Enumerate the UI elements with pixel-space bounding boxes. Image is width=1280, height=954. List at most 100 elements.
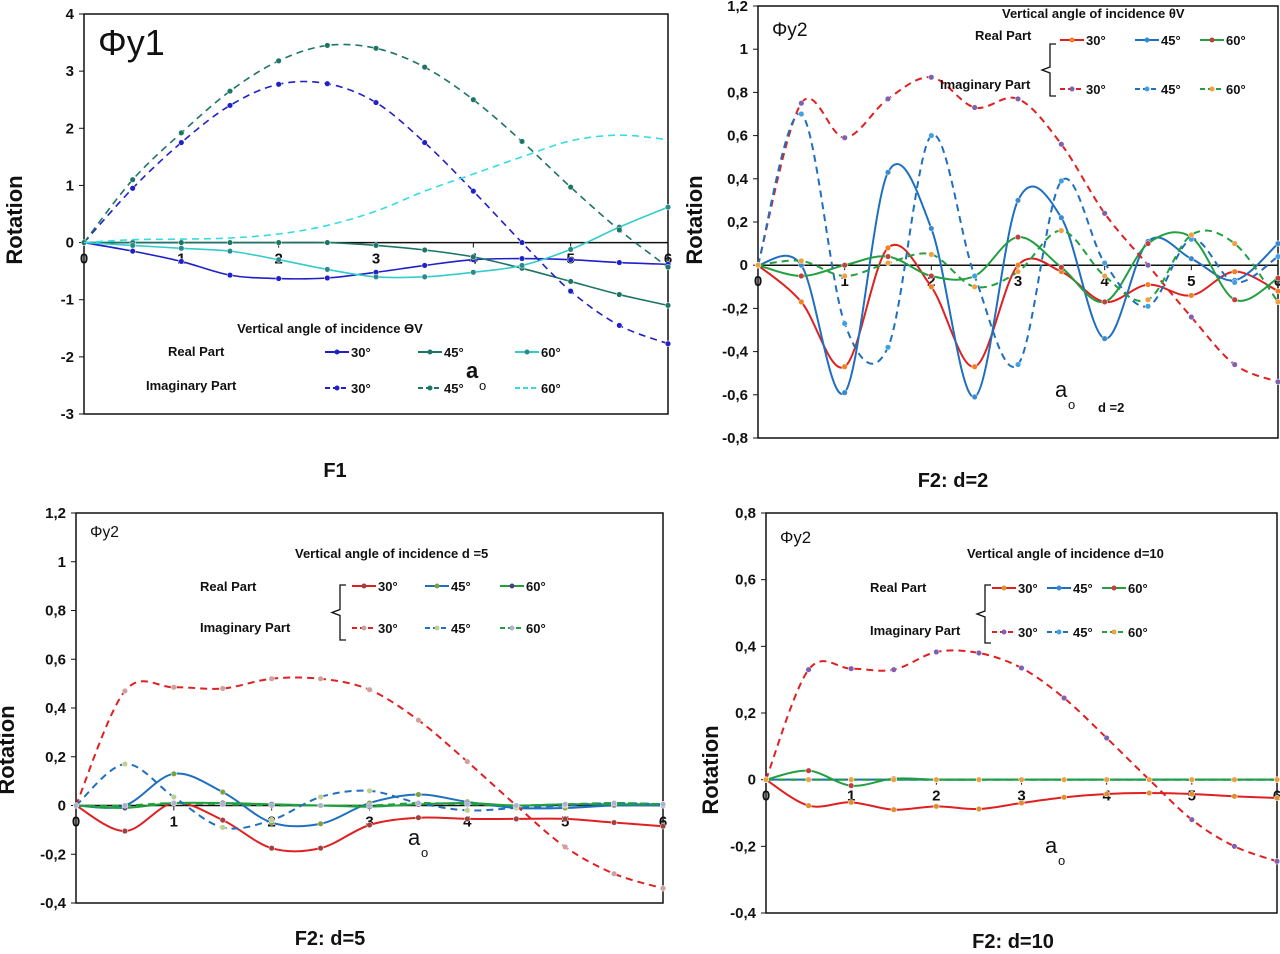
data-point: [1058, 227, 1065, 234]
chart-caption: F2: d=10: [972, 931, 1054, 953]
data-point: [324, 42, 331, 49]
y-tick-label: 1: [66, 177, 74, 194]
data-point: [275, 256, 282, 263]
data-point: [464, 758, 471, 765]
data-point: [805, 666, 812, 673]
data-point: [121, 687, 128, 694]
y-axis-label: Rotation: [2, 175, 27, 264]
data-point: [1231, 776, 1238, 783]
legend-entry-label: 60°: [1128, 625, 1148, 640]
x-tick-label: 6: [659, 814, 667, 831]
data-point: [1101, 210, 1108, 217]
data-point: [129, 185, 136, 192]
data-point: [275, 275, 282, 282]
data-point: [890, 776, 897, 783]
data-point: [178, 258, 185, 265]
legend: Vertical angle of incidence d =5 Real Par…: [200, 546, 546, 641]
phi-label: Φy2: [772, 20, 808, 41]
data-point: [1014, 234, 1022, 241]
data-point: [1103, 734, 1110, 742]
data-point: [884, 95, 892, 102]
data-point: [928, 74, 935, 81]
legend-entry-label: 60°: [541, 381, 561, 396]
data-point: [1231, 279, 1238, 286]
legend-entry: 60°: [1102, 581, 1148, 596]
data-point: [421, 139, 428, 146]
data-point: [798, 298, 805, 305]
legend-entry: 30°: [325, 345, 371, 360]
data-point: [884, 259, 892, 267]
legend-entry: 45°: [1135, 33, 1181, 48]
data-point: [616, 259, 623, 266]
data-point: [518, 138, 526, 145]
data-point: [1274, 240, 1280, 247]
data-point: [1146, 776, 1153, 783]
phi-label: Φy2: [780, 528, 811, 547]
data-point: [170, 800, 177, 807]
y-tick-label: 0,6: [727, 128, 748, 145]
data-point: [1188, 790, 1195, 798]
data-point: [170, 793, 177, 801]
y-tick-label: 2: [66, 120, 74, 137]
data-point: [1101, 272, 1108, 280]
data-point: [933, 648, 940, 656]
data-point: [72, 802, 80, 809]
data-point: [1231, 793, 1238, 800]
data-point: [366, 821, 373, 829]
data-point: [1058, 177, 1065, 185]
data-point: [421, 262, 428, 269]
legend-marker: [509, 583, 515, 589]
legend: Vertical angle of incidence d=10 Real Par…: [870, 546, 1164, 644]
legend-marker: [1144, 37, 1150, 43]
legend-entry: 30°: [1060, 33, 1106, 48]
legend-entry: 45°: [1047, 581, 1093, 596]
legend-entry: 45°: [418, 345, 464, 360]
y-tick-label: 3: [66, 63, 74, 80]
legend-entry-label: 45°: [444, 381, 464, 396]
x-tick-label: 4: [1100, 273, 1109, 290]
data-point: [890, 666, 897, 673]
data-point: [1188, 292, 1195, 299]
data-point: [464, 801, 471, 808]
data-point: [848, 665, 855, 672]
legend-marker: [434, 625, 440, 631]
data-point: [1014, 262, 1022, 269]
data-point: [1188, 776, 1195, 783]
legend-entry-label: 60°: [1128, 581, 1148, 596]
data-point: [1273, 776, 1280, 783]
y-tick-label: -0,8: [722, 430, 748, 447]
data-point: [275, 239, 282, 246]
data-point: [415, 800, 422, 807]
y-tick-label: -1: [61, 292, 74, 309]
data-point: [798, 100, 805, 107]
data-point: [219, 817, 226, 824]
y-tick-label: -0,4: [730, 905, 757, 922]
data-point: [841, 134, 848, 141]
data-point: [798, 110, 805, 118]
data-point: [1231, 361, 1238, 368]
data-point: [226, 102, 234, 109]
data-point: [372, 242, 380, 249]
x-tick-label: 6: [664, 251, 672, 268]
data-point: [1058, 141, 1065, 148]
x-axis-label-subscript: o: [479, 378, 486, 393]
legend-marker: [1056, 629, 1062, 635]
data-point: [178, 139, 185, 146]
data-point: [762, 776, 770, 783]
data-point: [848, 799, 855, 806]
data-point: [664, 204, 672, 211]
data-point: [1058, 264, 1065, 271]
data-point: [178, 245, 185, 252]
data-point: [841, 262, 848, 269]
data-point: [1101, 259, 1108, 267]
plot-area: [83, 13, 669, 415]
x-tick-label: 1: [170, 814, 178, 831]
legend-marker: [1069, 86, 1075, 92]
data-point: [1188, 231, 1195, 239]
legend-marker: [434, 583, 440, 589]
legend-entry-label: 45°: [1161, 33, 1181, 48]
y-tick-label: -0,2: [40, 846, 66, 863]
data-point: [1018, 799, 1025, 807]
y-tick-label: -0,4: [722, 344, 749, 361]
data-point: [121, 761, 128, 768]
